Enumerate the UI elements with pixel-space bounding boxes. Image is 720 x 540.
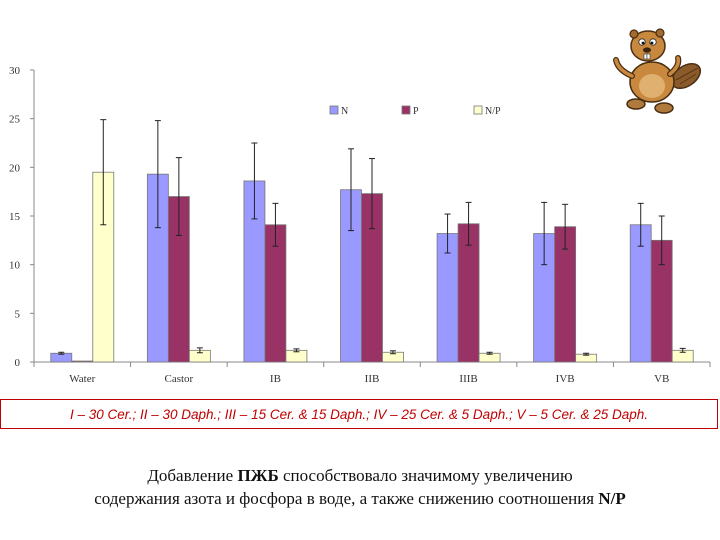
- x-tick-label: IB: [270, 373, 281, 385]
- x-tick-label: IIB: [365, 373, 380, 385]
- beaver-icon: [613, 28, 702, 114]
- y-tick-label: 25: [9, 114, 21, 126]
- y-tick-label: 15: [9, 211, 21, 223]
- bar-p-water: [71, 360, 94, 363]
- y-tick-label: 20: [9, 162, 21, 174]
- legend-label: N: [341, 106, 348, 117]
- legend-swatch-n: [329, 105, 339, 115]
- x-tick-label: IVB: [556, 373, 575, 385]
- y-tick-label: 10: [9, 260, 21, 272]
- x-tick-label: VB: [654, 373, 669, 385]
- legend-label: N/P: [485, 106, 501, 117]
- conclusion-line-1: Добавление ПЖБ способствовало значимому …: [147, 466, 573, 485]
- x-tick-label: IIIB: [459, 373, 477, 385]
- legend-label: P: [413, 106, 419, 117]
- y-tick-label: 5: [15, 308, 21, 320]
- conclusion-text: Добавление ПЖБ способствовало значимому …: [0, 464, 720, 510]
- y-tick-label: 0: [15, 357, 21, 369]
- x-tick-label: Water: [69, 373, 95, 385]
- conclusion-line-2: содержания азота и фосфора в воде, а так…: [94, 489, 626, 508]
- group-legend-text: I – 30 Cer.; II – 30 Daph.; III – 15 Cer…: [69, 406, 649, 422]
- legend-swatch-np: [473, 105, 483, 115]
- bar-chart: 0 5 10 15 20 25 30 Water Castor IB IIB IIIB IVB VB N P N…: [9, 65, 711, 385]
- x-tick-label: Castor: [164, 373, 193, 385]
- y-tick-label: 30: [9, 65, 21, 77]
- group-legend-box: I – 30 Cer.; II – 30 Daph.; III – 15 Cer…: [0, 399, 718, 429]
- legend-swatch-p: [401, 105, 411, 115]
